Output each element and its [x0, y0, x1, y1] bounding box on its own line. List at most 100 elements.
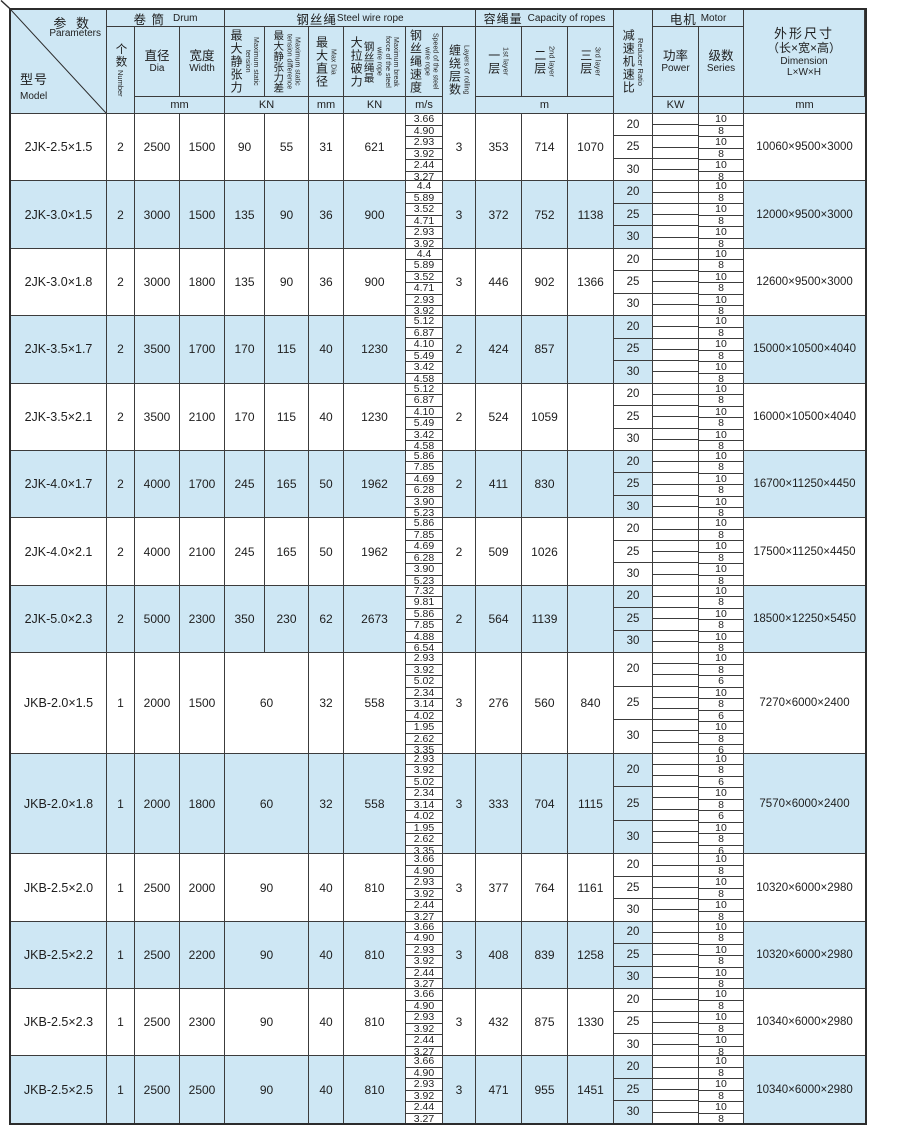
- cell-speed-value: 3.42: [406, 428, 442, 441]
- cell-width: 1500: [180, 653, 225, 753]
- cell-speed-value: 7.85: [406, 528, 442, 541]
- cell-capacity-layer1: 408: [476, 921, 522, 989]
- unit-series-empty: [699, 97, 744, 114]
- cell-break-force: 810: [344, 1056, 406, 1123]
- cell-dia: 3500: [135, 383, 180, 450]
- col-max-dia: 最大直径 Max Dia: [309, 27, 344, 97]
- cell-power-empty: [653, 1056, 698, 1067]
- cell-power-empty: [653, 157, 698, 170]
- cell-capacity-layer1: 509: [476, 518, 522, 585]
- cell-power-empty: [653, 393, 698, 406]
- col-power-zh: 功率: [662, 48, 688, 63]
- cell-speed-value: 2.93: [406, 1078, 442, 1090]
- cell-max-static-tension: 60: [225, 653, 309, 753]
- cell-dia: 2500: [135, 854, 180, 921]
- cell-tension-difference: 165: [265, 518, 309, 585]
- col-speed: 钢丝绳速度 Speed of the steel wire rope: [406, 27, 443, 97]
- cell-speed-value: 7.85: [406, 461, 442, 473]
- cell-series-value: 10: [699, 248, 743, 260]
- cell-power-empty: [653, 1033, 698, 1045]
- cell-max-dia: 40: [309, 989, 344, 1056]
- cell-speed-value: 2.34: [406, 787, 442, 799]
- cell-dia: 2000: [135, 753, 180, 854]
- cell-series-value: 10: [699, 1056, 743, 1067]
- table-row: 2JK-3.0×1.5 2 3000 1500 135 90 36 900 4.4 5.89 3.5…: [11, 181, 865, 249]
- cell-speed-value: 3.66: [406, 1056, 442, 1067]
- cell-ratio-stack: 20 25 30: [614, 181, 653, 248]
- cell-speed-stack: 5.12 6.87 4.10 5.49 3.42 4.58: [406, 383, 443, 450]
- col-tension-diff-en: Maximum static tension difference: [285, 33, 301, 90]
- cell-reducer-ratio: 25: [614, 405, 652, 427]
- cell-break-force: 621: [344, 114, 406, 181]
- col-dia: 直径 Dia: [135, 27, 180, 97]
- cell-series-stack: 10 8 10 8 10 8: [699, 989, 744, 1056]
- cell-width: 1500: [180, 181, 225, 248]
- corner-model-en: Model: [20, 91, 48, 102]
- cell-power-stack: [653, 383, 699, 450]
- cell-speed-value: 6.28: [406, 551, 442, 564]
- cell-speed-value: 4.90: [406, 124, 442, 136]
- cell-layers: 3: [443, 114, 476, 181]
- cell-reducer-ratio: 20: [626, 523, 640, 536]
- cell-number: 1: [107, 989, 135, 1056]
- cell-series-value: 10: [699, 1078, 743, 1090]
- cell-model: JKB-2.0×1.8: [11, 753, 107, 854]
- cell-capacity-layer2: 902: [522, 248, 568, 316]
- cell-speed-stack: 3.66 4.90 2.93 3.92 2.44 3.27: [406, 921, 443, 989]
- cell-series-value: 8: [699, 461, 743, 473]
- cell-model: 2JK-3.5×2.1: [11, 383, 107, 450]
- cell-tension-difference: 55: [265, 114, 309, 181]
- cell-speed-value: 3.27: [406, 910, 442, 921]
- cell-capacity-layer1: 471: [476, 1056, 522, 1123]
- cell-model: 2JK-4.0×1.7: [11, 450, 107, 518]
- cell-power-empty: [653, 573, 698, 585]
- cell-power-empty: [653, 551, 698, 563]
- cell-power-empty: [653, 965, 698, 977]
- cell-max-static-tension: 245: [225, 450, 265, 518]
- cell-width: 1800: [180, 753, 225, 854]
- cell-speed-value: 3.42: [406, 361, 442, 373]
- table-row: 2JK-2.5×1.5 2 2500 1500 90 55 31 621 3.66 4.90 2.9…: [11, 114, 865, 182]
- col-layer3-zh: 三层: [578, 48, 593, 75]
- cell-dimension: 10060×9500×3000: [756, 141, 853, 154]
- cell-series-value: 10: [699, 1101, 743, 1113]
- cell-dimension: 10340×6000×2980: [756, 1016, 853, 1029]
- cell-power-stack: [653, 248, 699, 316]
- cell-speed-value: 2.93: [406, 226, 442, 238]
- cell-width: 2300: [180, 585, 225, 653]
- cell-power-empty: [653, 483, 698, 495]
- cell-dia: 2500: [135, 921, 180, 989]
- cell-power-empty: [653, 518, 698, 529]
- cell-max-static-tension: 90: [225, 921, 309, 989]
- cell-break-force: 1230: [344, 316, 406, 383]
- cell-power-empty: [653, 472, 698, 484]
- cell-power-empty: [653, 999, 698, 1011]
- cell-speed-value: 5.86: [406, 518, 442, 529]
- cell-capacity-layer2: 875: [522, 989, 568, 1056]
- cell-max-dia: 32: [309, 753, 344, 854]
- cell-series-value: 8: [699, 1022, 743, 1035]
- col-layer3: 三层 3rd layer: [568, 27, 614, 97]
- cell-capacity-layer3: 1138: [568, 181, 614, 248]
- cell-ratio-stack: 20 25 30: [614, 854, 653, 921]
- cell-series-value: 6: [699, 675, 743, 687]
- cell-series-value: 10: [699, 159, 743, 171]
- cell-reducer-ratio: 20: [626, 388, 640, 401]
- cell-number: 2: [107, 114, 135, 181]
- cell-power-empty: [653, 921, 698, 932]
- cell-dia: 2500: [135, 1056, 180, 1123]
- cell-capacity-layer1: 411: [476, 450, 522, 518]
- cell-speed-value: 3.92: [406, 1022, 442, 1035]
- cell-power-empty: [653, 786, 698, 798]
- cell-speed-value: 5.89: [406, 191, 442, 204]
- cell-series-value: 10: [699, 653, 743, 664]
- cell-power-empty: [653, 303, 698, 316]
- cell-model: 2JK-2.5×1.5: [11, 114, 107, 181]
- group-rope: 钢丝绳 Steel wire rope: [225, 10, 476, 27]
- col-dim-zh: 外形尺寸: [773, 26, 834, 42]
- cell-speed-stack: 3.66 4.90 2.93 3.92 2.44 3.27: [406, 989, 443, 1056]
- cell-series-value: 10: [699, 1011, 743, 1023]
- col-width-zh: 宽度: [189, 48, 215, 63]
- cell-speed-value: 4.10: [406, 338, 442, 350]
- cell-power-empty: [653, 202, 698, 215]
